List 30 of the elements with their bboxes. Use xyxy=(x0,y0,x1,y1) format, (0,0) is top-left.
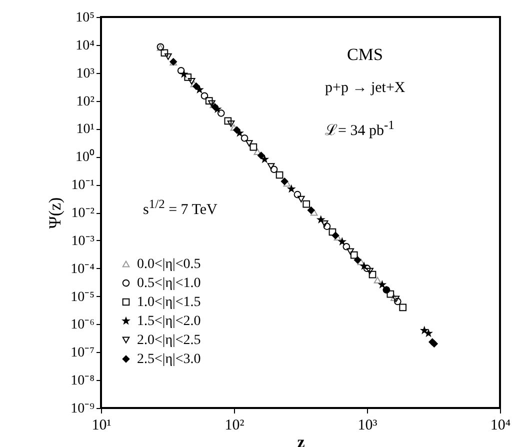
y-tick-label: 10² xyxy=(76,94,94,110)
y-tick-label: 10³ xyxy=(76,66,94,82)
y-tick-label: 10⁻² xyxy=(71,206,94,221)
legend-label: 1.5<|η|<2.0 xyxy=(137,314,201,329)
y-tick-label: 10⁵ xyxy=(76,10,95,26)
y-tick-label: 10⁻⁷ xyxy=(70,346,95,361)
annotation: s$^{1/2}$ = 7 TeV xyxy=(143,197,218,219)
x-tick-label: 10¹ xyxy=(92,418,112,434)
annotation: ℒ= 34 pb$^{-1}$ xyxy=(325,118,394,140)
annotation: p+p → jet+X xyxy=(325,80,406,97)
y-tick-label: 10⁻⁹ xyxy=(70,402,95,416)
annotation: CMS xyxy=(347,45,383,65)
y-tick-label: 10⁻³ xyxy=(71,234,94,249)
y-tick-label: 10⁻⁶ xyxy=(70,318,95,333)
legend-label: 2.0<|η|<2.5 xyxy=(137,333,201,348)
y-tick-label: 10⁻⁸ xyxy=(70,374,95,389)
y-axis-title: Ψ(z) xyxy=(46,197,65,229)
x-tick-label: 10² xyxy=(224,418,245,434)
legend-label: 2.5<|η|<3.0 xyxy=(137,352,201,367)
x-tick-label: 10⁴ xyxy=(490,418,511,434)
legend-label: 0.0<|η|<0.5 xyxy=(137,257,201,272)
y-tick-label: 10⁻⁵ xyxy=(70,290,95,305)
y-tick-label: 10⁻⁴ xyxy=(70,262,95,277)
y-tick-label: 10⁻¹ xyxy=(71,178,94,194)
y-tick-label: 10¹ xyxy=(76,122,94,138)
legend-label: 0.5<|η|<1.0 xyxy=(137,276,201,291)
y-tick-label: 10⁴ xyxy=(76,38,95,54)
x-tick-label: 10³ xyxy=(358,418,378,434)
legend-label: 1.0<|η|<1.5 xyxy=(137,295,201,310)
y-tick-label: 10⁰ xyxy=(76,149,94,166)
